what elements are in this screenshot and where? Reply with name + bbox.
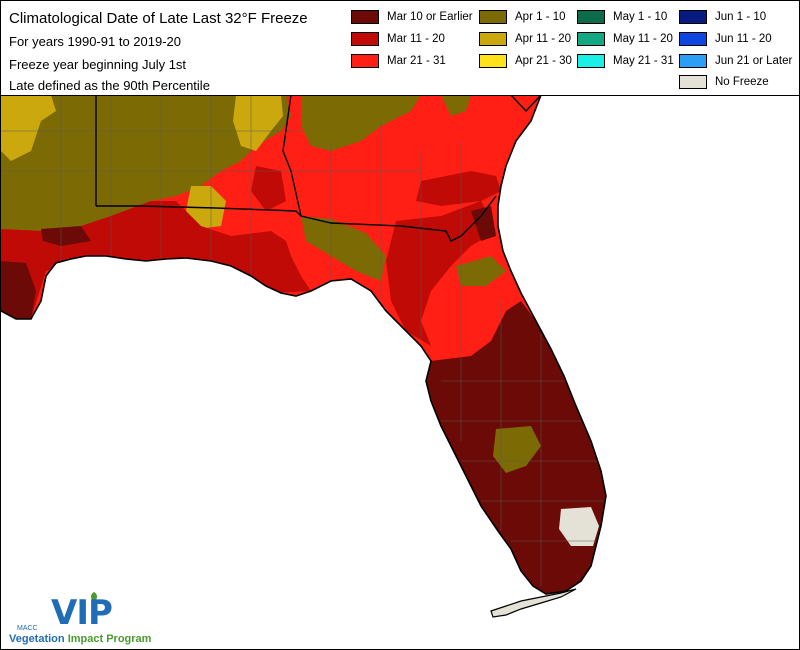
legend-swatch — [351, 54, 379, 68]
zone-apr-1-10 — [1, 95, 291, 231]
map-title: Climatological Date of Late Last 32°F Fr… — [9, 10, 308, 27]
legend-item: No Freeze — [679, 74, 769, 90]
period-subtitle: For years 1990-91 to 2019-20 — [9, 34, 181, 49]
legend-item: May 21 - 31 — [577, 53, 674, 69]
florida-keys — [490, 588, 577, 618]
al-ga-fl-border — [96, 195, 497, 242]
coastline — [1, 94, 607, 595]
al-ga-border — [282, 94, 302, 217]
zone-apr-11-20 — [233, 95, 283, 151]
vip-mark: VIP — [51, 593, 113, 633]
legend-label: Mar 21 - 31 — [387, 55, 446, 67]
legend-label: No Freeze — [715, 76, 769, 88]
legend-item: May 1 - 10 — [577, 9, 667, 25]
map-header: Climatological Date of Late Last 32°F Fr… — [1, 1, 799, 96]
zone-mar-11-20 — [251, 166, 286, 211]
legend-item: May 11 - 20 — [577, 31, 673, 47]
zone-apr-1-10 — [456, 256, 506, 286]
zone-mar-10-or-earlier — [41, 226, 91, 246]
legend-swatch — [479, 54, 507, 68]
zone-apr-11-20 — [1, 95, 56, 161]
legend-label: May 21 - 31 — [613, 55, 674, 67]
legend-swatch — [577, 32, 605, 46]
legend-label: Jun 11 - 20 — [715, 33, 772, 45]
legend-label: May 11 - 20 — [613, 33, 673, 45]
legend-swatch — [351, 32, 379, 46]
ga-sc-border — [510, 94, 542, 113]
legend-label: Jun 1 - 10 — [715, 11, 767, 23]
zone-mar-10-or-earlier — [1, 261, 36, 319]
zone-apr-1-10 — [301, 95, 421, 151]
zone-mar-11-20 — [386, 201, 496, 346]
legend-swatch — [351, 10, 379, 24]
legend-item: Jun 1 - 10 — [679, 9, 766, 25]
legend-item: Apr 21 - 30 — [479, 53, 572, 69]
legend-label: Apr 21 - 30 — [515, 55, 572, 67]
zone-mar-10-or-earlier — [471, 206, 496, 241]
legend-label: Mar 11 - 20 — [387, 33, 445, 45]
legend-swatch — [479, 10, 507, 24]
legend-item: Jun 21 or Later — [679, 53, 792, 69]
legend-item: Apr 11 - 20 — [479, 31, 571, 47]
state-boundaries — [95, 94, 542, 242]
legend-item: Mar 21 - 31 — [351, 53, 446, 69]
legend-swatch — [679, 10, 707, 24]
freeze-zones — [1, 95, 799, 594]
zone-mar-11-20 — [416, 171, 501, 206]
legend-item: Apr 1 - 10 — [479, 9, 566, 25]
legend-item: Mar 10 or Earlier — [351, 9, 473, 25]
vip-logo: VIP MACC Vegetation Impact Program — [7, 592, 167, 645]
legend-label: May 1 - 10 — [613, 11, 668, 23]
legend-label: Apr 1 - 10 — [515, 11, 566, 23]
program-word-impact: Impact Program — [67, 633, 152, 645]
legend-label: Apr 11 - 20 — [515, 33, 572, 45]
zone-no-freeze — [559, 507, 599, 546]
legend-item: Jun 11 - 20 — [679, 31, 772, 47]
zone-apr-1-10 — [441, 95, 471, 116]
legend-item: Mar 11 - 20 — [351, 31, 445, 47]
zone-apr-1-10 — [501, 186, 516, 231]
program-name: Vegetation Impact Program — [9, 633, 151, 645]
freeze-year-note: Freeze year beginning July 1st — [9, 57, 187, 72]
legend-swatch — [679, 54, 707, 68]
legend-swatch — [679, 75, 707, 89]
legend-swatch — [577, 10, 605, 24]
legend-swatch — [479, 32, 507, 46]
legend-label: Jun 21 or Later — [715, 55, 793, 67]
legend-label: Mar 10 or Earlier — [387, 11, 473, 23]
county-boundaries — [1, 95, 606, 586]
program-word-vegetation: Vegetation — [9, 633, 65, 645]
leaf-icon — [91, 592, 97, 602]
legend-swatch — [679, 32, 707, 46]
percentile-note: Late defined as the 90th Percentile — [9, 78, 210, 93]
zone-apr-1-10 — [301, 216, 386, 281]
org-label: MACC — [17, 625, 38, 632]
legend-swatch — [577, 54, 605, 68]
